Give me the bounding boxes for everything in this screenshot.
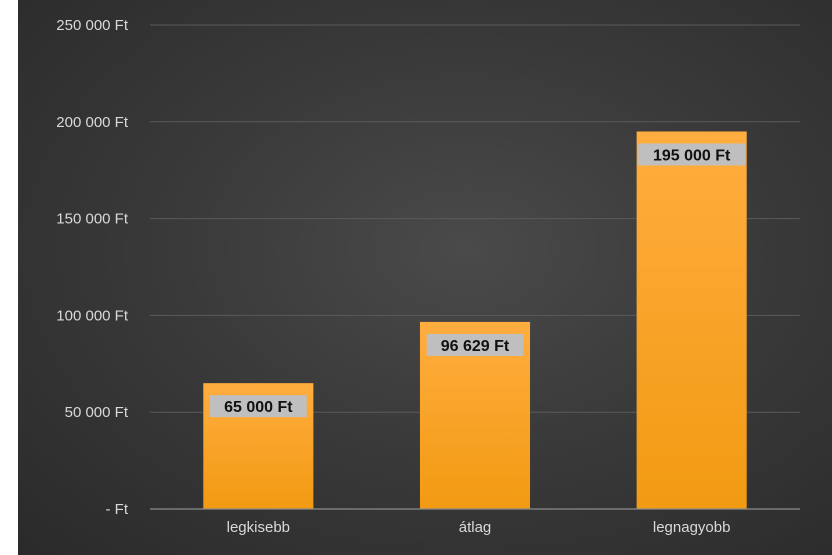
y-tick-label: 250 000 Ft — [56, 17, 129, 34]
data-label-background — [638, 143, 746, 166]
data-label-background — [426, 333, 524, 356]
x-category-label: legnagyobb — [653, 519, 731, 536]
x-category-label: átlag — [459, 519, 492, 536]
data-label: 65 000 Ft — [224, 399, 293, 416]
x-category-label: legkisebb — [227, 519, 290, 536]
y-axis-tick-labels: - Ft 50 000 Ft 100 000 Ft 150 000 Ft 200 000… — [56, 17, 129, 518]
y-tick-label: 100 000 Ft — [56, 307, 129, 324]
x-axis-category-labels: legkisebb átlag legnagyobb — [227, 519, 731, 536]
data-label: 96 629 Ft — [441, 338, 510, 355]
data-label: 195 000 Ft — [653, 147, 731, 164]
data-label-background — [209, 395, 307, 418]
data-labels: 65 000 Ft 96 629 Ft 195 000 Ft — [209, 143, 746, 418]
y-tick-label: 150 000 Ft — [56, 211, 129, 228]
y-tick-label: - Ft — [106, 501, 129, 518]
bars — [203, 131, 747, 510]
y-tick-label: 50 000 Ft — [65, 404, 129, 421]
y-tick-label: 200 000 Ft — [56, 114, 129, 131]
bar — [636, 131, 747, 510]
